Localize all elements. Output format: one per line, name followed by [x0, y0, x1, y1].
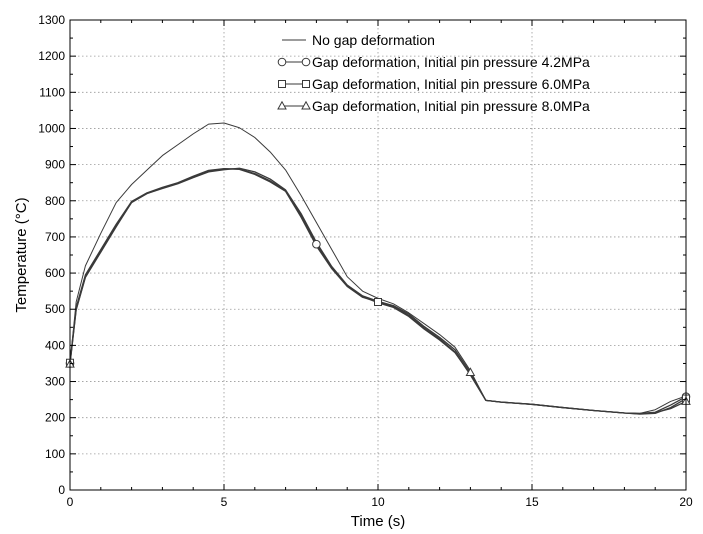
x-tick-label: 20	[679, 495, 693, 509]
y-tick-label: 600	[45, 266, 65, 280]
y-tick-label: 900	[45, 158, 65, 172]
legend-label: Gap deformation, Initial pin pressure 6.…	[312, 76, 590, 92]
y-tick-label: 700	[45, 230, 65, 244]
legend-label: Gap deformation, Initial pin pressure 8.…	[312, 98, 590, 114]
legend-label: Gap deformation, Initial pin pressure 4.…	[312, 54, 590, 70]
x-tick-label: 10	[371, 495, 385, 509]
y-tick-label: 1100	[39, 85, 65, 99]
marker-square	[278, 80, 286, 88]
legend-item-3: Gap deformation, Initial pin pressure 6.…	[278, 76, 590, 92]
y-tick-label: 400	[45, 338, 65, 352]
y-tick-label: 0	[58, 483, 65, 497]
legend: No gap deformation Gap deformation, Initi…	[277, 32, 590, 114]
y-tick-label: 1000	[38, 121, 65, 135]
marker-triangle	[301, 100, 311, 110]
y-axis-title: Temperature (°C)	[13, 197, 30, 312]
marker-square	[374, 298, 382, 306]
y-tick-label: 1200	[38, 49, 65, 63]
series-line-4	[69, 167, 687, 415]
y-tick-label: 500	[45, 302, 65, 316]
grid	[70, 20, 686, 490]
y-tick-label: 800	[45, 194, 65, 208]
marker-circle	[277, 57, 287, 67]
legend-item-2: Gap deformation, Initial pin pressure 4.…	[277, 54, 590, 70]
y-tick-label: 100	[45, 447, 65, 461]
series-group	[69, 122, 687, 415]
marker-circle	[312, 239, 321, 249]
x-tick-label: 5	[221, 495, 228, 509]
marker-triangle	[277, 100, 287, 110]
x-axis-title: Time (s)	[351, 513, 405, 530]
legend-item-1: No gap deformation	[282, 32, 435, 48]
x-tick-labels: 0 5 10 15 20	[67, 495, 693, 509]
x-tick-label: 0	[67, 495, 74, 509]
marker-square	[302, 80, 310, 88]
ticks	[69, 19, 687, 491]
x-tick-label: 15	[525, 495, 539, 509]
legend-item-4: Gap deformation, Initial pin pressure 8.…	[277, 98, 590, 114]
marker-triangle	[465, 367, 476, 376]
y-tick-label: 200	[45, 411, 65, 425]
marker-circle	[301, 57, 311, 67]
y-tick-label: 300	[45, 375, 65, 389]
y-tick-labels: 0 100 200 300 400 500 600 700 800 900 1000 1100 1200…	[38, 13, 65, 497]
legend-label: No gap deformation	[312, 32, 435, 48]
y-tick-label: 1300	[38, 13, 65, 27]
